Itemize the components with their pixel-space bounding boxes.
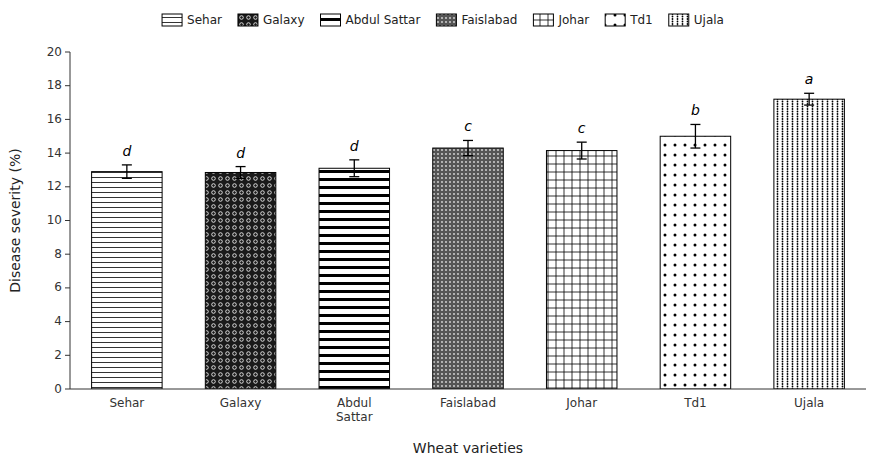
tick-label: Td1 bbox=[683, 396, 707, 410]
tick-label: AbdulSattar bbox=[336, 396, 373, 424]
annotation: d bbox=[122, 143, 131, 159]
bars bbox=[92, 99, 845, 389]
x-axis-line bbox=[70, 389, 866, 390]
legend-swatch bbox=[436, 14, 456, 26]
legend-item: Abdul Sattar bbox=[321, 13, 421, 27]
tick-label: Ujala bbox=[794, 396, 824, 410]
legend-swatch bbox=[605, 14, 625, 26]
tick-mark bbox=[65, 85, 70, 86]
tick-label: 18 bbox=[47, 78, 62, 92]
bar bbox=[205, 172, 276, 389]
y-axis-line bbox=[70, 52, 71, 389]
bar bbox=[433, 148, 504, 389]
tick-mark bbox=[65, 287, 70, 288]
tick-label: Johar bbox=[565, 396, 597, 410]
error-bar bbox=[236, 167, 246, 179]
tick-mark bbox=[65, 389, 70, 390]
tick-mark bbox=[65, 321, 70, 322]
y-axis: 0 2 4 6 8 10 12 14 16 18 20 bbox=[47, 45, 70, 396]
tick-mark bbox=[65, 119, 70, 120]
legend-swatch bbox=[321, 14, 341, 26]
tick-label: 0 bbox=[54, 382, 62, 396]
error-bar bbox=[690, 124, 700, 148]
bar bbox=[660, 136, 731, 389]
tick-label: 2 bbox=[54, 348, 62, 362]
tick-mark bbox=[65, 355, 70, 356]
annotation: a bbox=[805, 71, 814, 87]
chart: 0 2 4 6 8 10 12 14 16 18 20 d d d c c b a Sehar Galaxy Abdul… bbox=[0, 0, 886, 467]
legend-label: Faislabad bbox=[461, 13, 517, 27]
tick-label: 14 bbox=[47, 146, 62, 160]
bar bbox=[319, 168, 390, 389]
tick-mark bbox=[65, 220, 70, 221]
tick-label: 6 bbox=[54, 280, 62, 294]
error-bar bbox=[349, 160, 359, 177]
error-bar bbox=[804, 93, 814, 105]
tick-label: 4 bbox=[54, 314, 62, 328]
legend-item: Johar bbox=[533, 13, 589, 27]
error-bars bbox=[122, 93, 814, 178]
tick-label: 12 bbox=[47, 179, 62, 193]
legend-item: Galaxy bbox=[238, 13, 305, 27]
tick-label: 16 bbox=[47, 112, 62, 126]
tick-label: 8 bbox=[54, 247, 62, 261]
x-axis-title: Wheat varieties bbox=[413, 440, 523, 456]
bar bbox=[546, 151, 617, 389]
tick-label: 10 bbox=[47, 213, 62, 227]
annotation: d bbox=[236, 145, 245, 161]
tick-mark bbox=[65, 254, 70, 255]
error-bar bbox=[577, 142, 587, 159]
legend-label: Galaxy bbox=[263, 13, 305, 27]
y-axis-title: Disease severity (%) bbox=[7, 148, 23, 292]
error-bar bbox=[122, 165, 132, 178]
legend-item: Ujala bbox=[669, 13, 724, 27]
bar bbox=[774, 99, 845, 389]
tick-label: 20 bbox=[47, 45, 62, 59]
tick-label: Galaxy bbox=[220, 396, 262, 410]
tick-mark bbox=[65, 153, 70, 154]
legend: Sehar Galaxy Abdul Sattar Faislabad Johar Td1… bbox=[162, 13, 724, 27]
tick-label: Sehar bbox=[109, 396, 144, 410]
legend-swatch bbox=[533, 14, 553, 26]
legend-swatch bbox=[238, 14, 258, 26]
legend-swatch bbox=[162, 14, 182, 26]
bar bbox=[92, 172, 163, 389]
annotation: d bbox=[350, 138, 359, 154]
legend-label: Ujala bbox=[694, 13, 724, 27]
legend-label: Abdul Sattar bbox=[346, 13, 421, 27]
legend-swatch bbox=[669, 14, 689, 26]
legend-label: Td1 bbox=[629, 13, 653, 27]
annotation: c bbox=[578, 120, 586, 136]
tick-label: Faislabad bbox=[440, 396, 496, 410]
annotation: c bbox=[464, 118, 472, 134]
legend-item: Faislabad bbox=[436, 13, 517, 27]
legend-label: Sehar bbox=[187, 13, 222, 27]
annotation: b bbox=[691, 102, 700, 118]
legend-label: Johar bbox=[557, 13, 589, 27]
background bbox=[0, 0, 886, 467]
legend-item: Td1 bbox=[605, 13, 653, 27]
tick-mark bbox=[65, 52, 70, 53]
legend-item: Sehar bbox=[162, 13, 222, 27]
error-bar bbox=[463, 140, 473, 155]
tick-mark bbox=[65, 186, 70, 187]
